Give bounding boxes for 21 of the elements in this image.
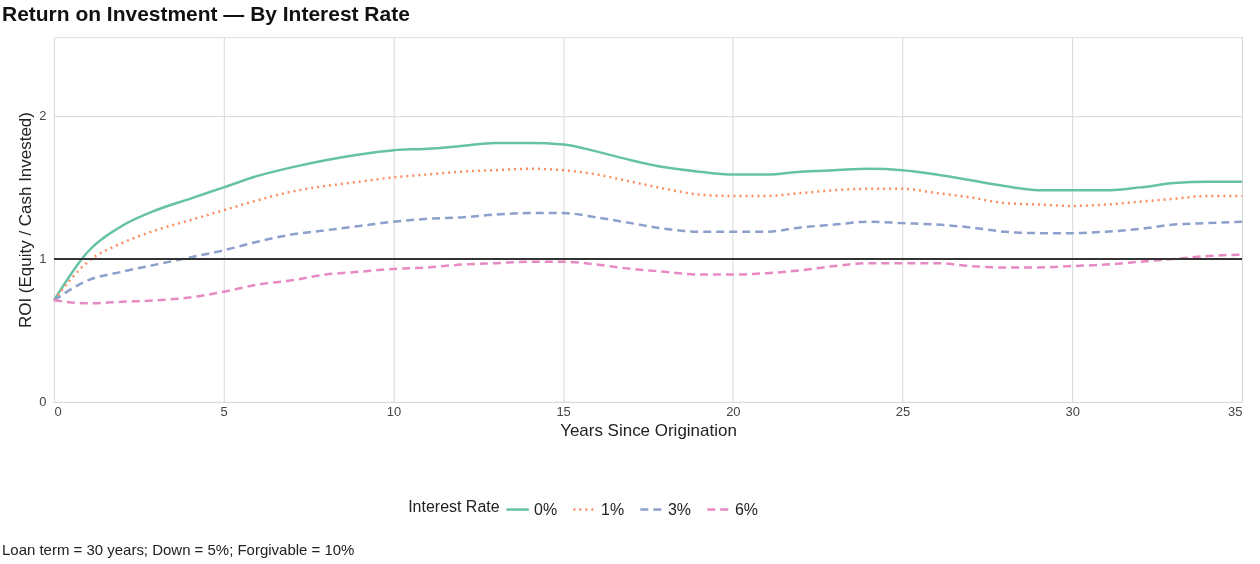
y-axis-title: ROI (Equity / Cash Invested) [16, 112, 36, 329]
line-series [52, 211, 1244, 302]
x-tick-label: 15 [556, 404, 571, 420]
y-tick-label: 1 [39, 251, 47, 267]
chart-title: Return on Investment — By Interest Rate [2, 2, 410, 26]
x-tick-label: 25 [895, 404, 911, 420]
legend-label: 3% [667, 500, 692, 518]
y-tick-label: 0 [39, 394, 47, 410]
x-tick-label: 0 [54, 404, 62, 420]
x-tick-label: 20 [726, 404, 741, 420]
y-tick-label: 2 [39, 108, 47, 124]
x-tick-label: 30 [1065, 404, 1081, 420]
legend-label: 1% [601, 500, 625, 518]
legend-label: 0% [534, 500, 558, 518]
text: Loan term = 30 years; Down = 5%; Forgivable = 10% [2, 540, 355, 558]
x-tick-label: 5 [220, 404, 228, 420]
x-tick-label: 10 [386, 404, 402, 420]
x-tick-label: 35 [1228, 404, 1243, 420]
x-axis-title: Years Since Origination [560, 421, 737, 441]
legend-title: Interest Rate [408, 497, 500, 515]
legend-label: 6% [734, 500, 759, 518]
